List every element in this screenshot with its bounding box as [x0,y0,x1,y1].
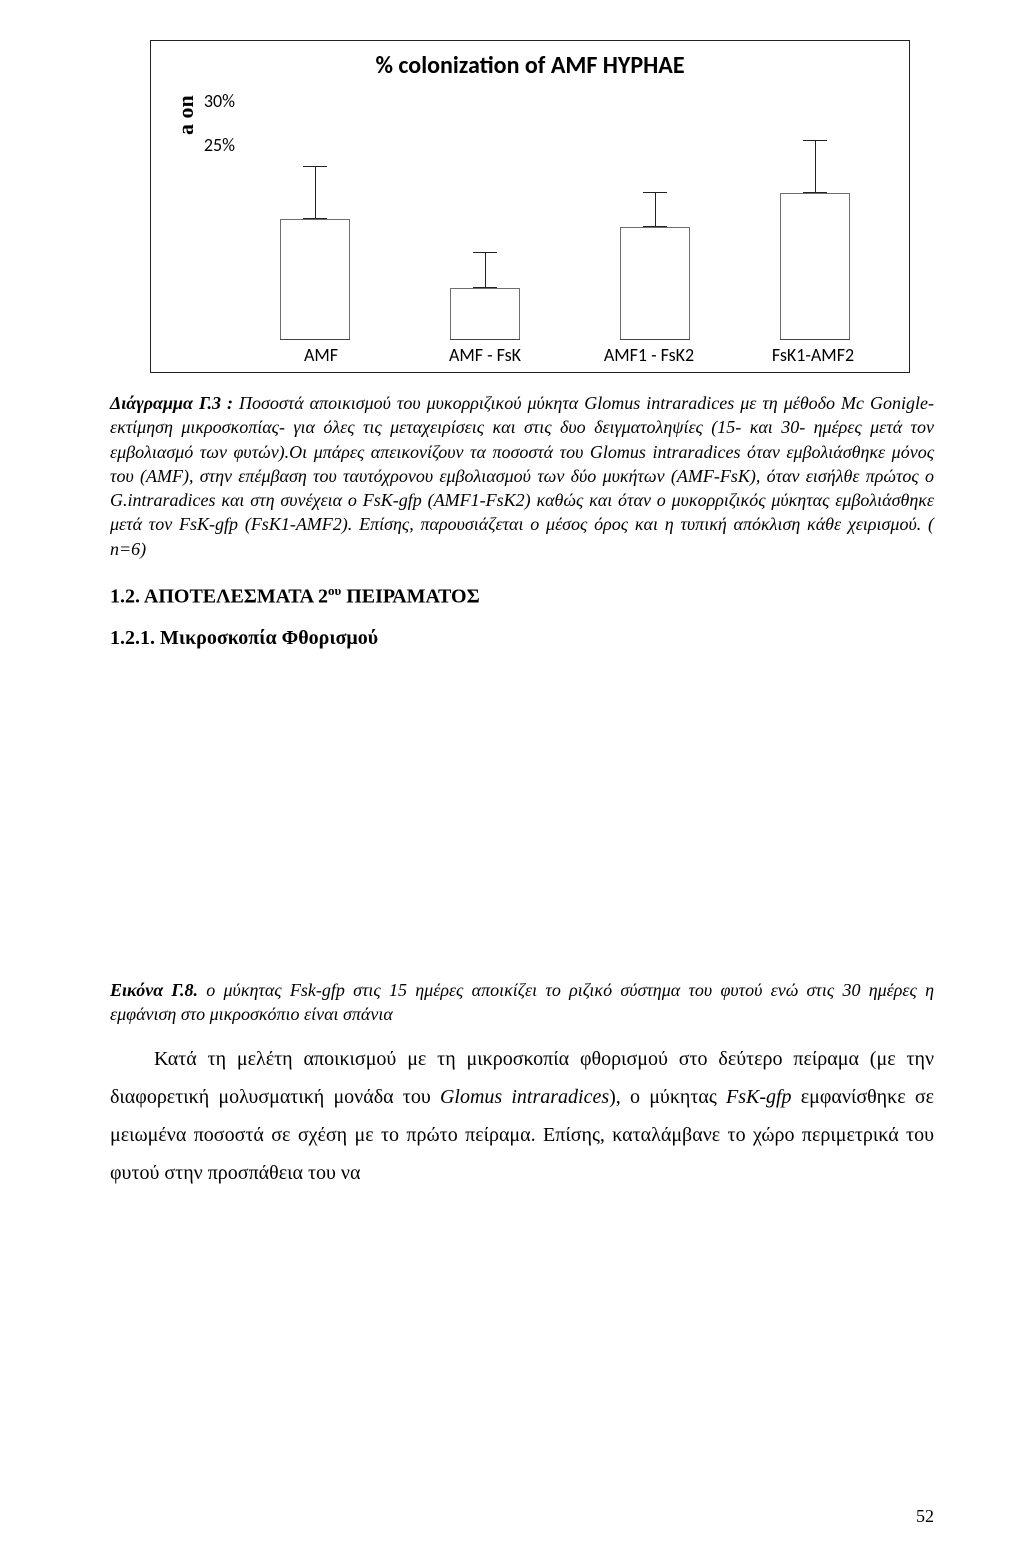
section-title-sup: ου [328,583,341,598]
body-paragraph: Κατά τη μελέτη αποικισμού με τη μικροσκο… [110,1040,934,1192]
body-p1-b: ), ο μύκητας [609,1086,726,1108]
y-axis-label-strip: a on [165,80,199,340]
bar-amf1-fsk2 [620,80,690,340]
section-title-pre: ΑΠΟΤΕΛΕΣΜΑΤΑ 2 [140,586,328,608]
bar-amf-fsk [450,80,520,340]
section-title-post: ΠΕΙΡΑΜΑΤΟΣ [341,586,479,608]
chart-caption-text: Ποσοστά αποικισμού του μυκορριζικού μύκη… [110,393,934,559]
figure-caption-lead: Εικόνα Γ.8. [110,980,198,1000]
bar-fsk1-amf2 [780,80,850,340]
y-tick-labels: 30% 25% [199,80,239,340]
bar-amf [280,80,350,340]
y-axis-label: a on [173,101,199,135]
body-p1-it2: FsK-gfp [726,1086,792,1108]
y-tick-25: 25% [199,134,235,156]
chart-title: % colonization of AMF HYPHAE [165,51,895,80]
x-tick-labels: AMF AMF - FsK AMF1 - FsK2 FsK1-AMF2 [165,344,895,366]
x-tick-fsk1-amf2: FsK1-AMF2 [731,344,895,366]
page-number: 52 [916,1506,934,1527]
figure-caption: Εικόνα Γ.8. ο μύκητας Fsk-gfp στις 15 ημ… [110,978,934,1027]
figure-caption-text: ο μύκητας Fsk-gfp στις 15 ημέρες αποικίζ… [110,980,934,1024]
x-tick-amf-fsk: AMF - FsK [403,344,567,366]
section-heading: 1.2. ΑΠΟΤΕΛΕΣΜΑΤΑ 2ου ΠΕΙΡΑΜΑΤΟΣ [110,583,934,609]
body-p1-it1: Glomus intraradices [440,1086,609,1108]
chart-caption: Διάγραμμα Γ.3 : Ποσοστά αποικισμού του μ… [110,391,934,561]
figure-placeholder-space [110,650,934,970]
x-tick-amf: AMF [239,344,403,366]
chart-outer-box: % colonization of AMF HYPHAE a on 30% 25… [150,40,910,373]
section-num: 1.2. [110,586,140,608]
plot-area [239,80,895,340]
subsection-heading: 1.2.1. Μικροσκοπία Φθορισμού [110,627,934,650]
x-tick-amf1-fsk2: AMF1 - FsK2 [567,344,731,366]
y-tick-30: 30% [199,90,235,112]
chart-caption-lead: Διάγραμμα Γ.3 : [110,393,233,413]
chart-body: a on 30% 25% [165,80,895,340]
